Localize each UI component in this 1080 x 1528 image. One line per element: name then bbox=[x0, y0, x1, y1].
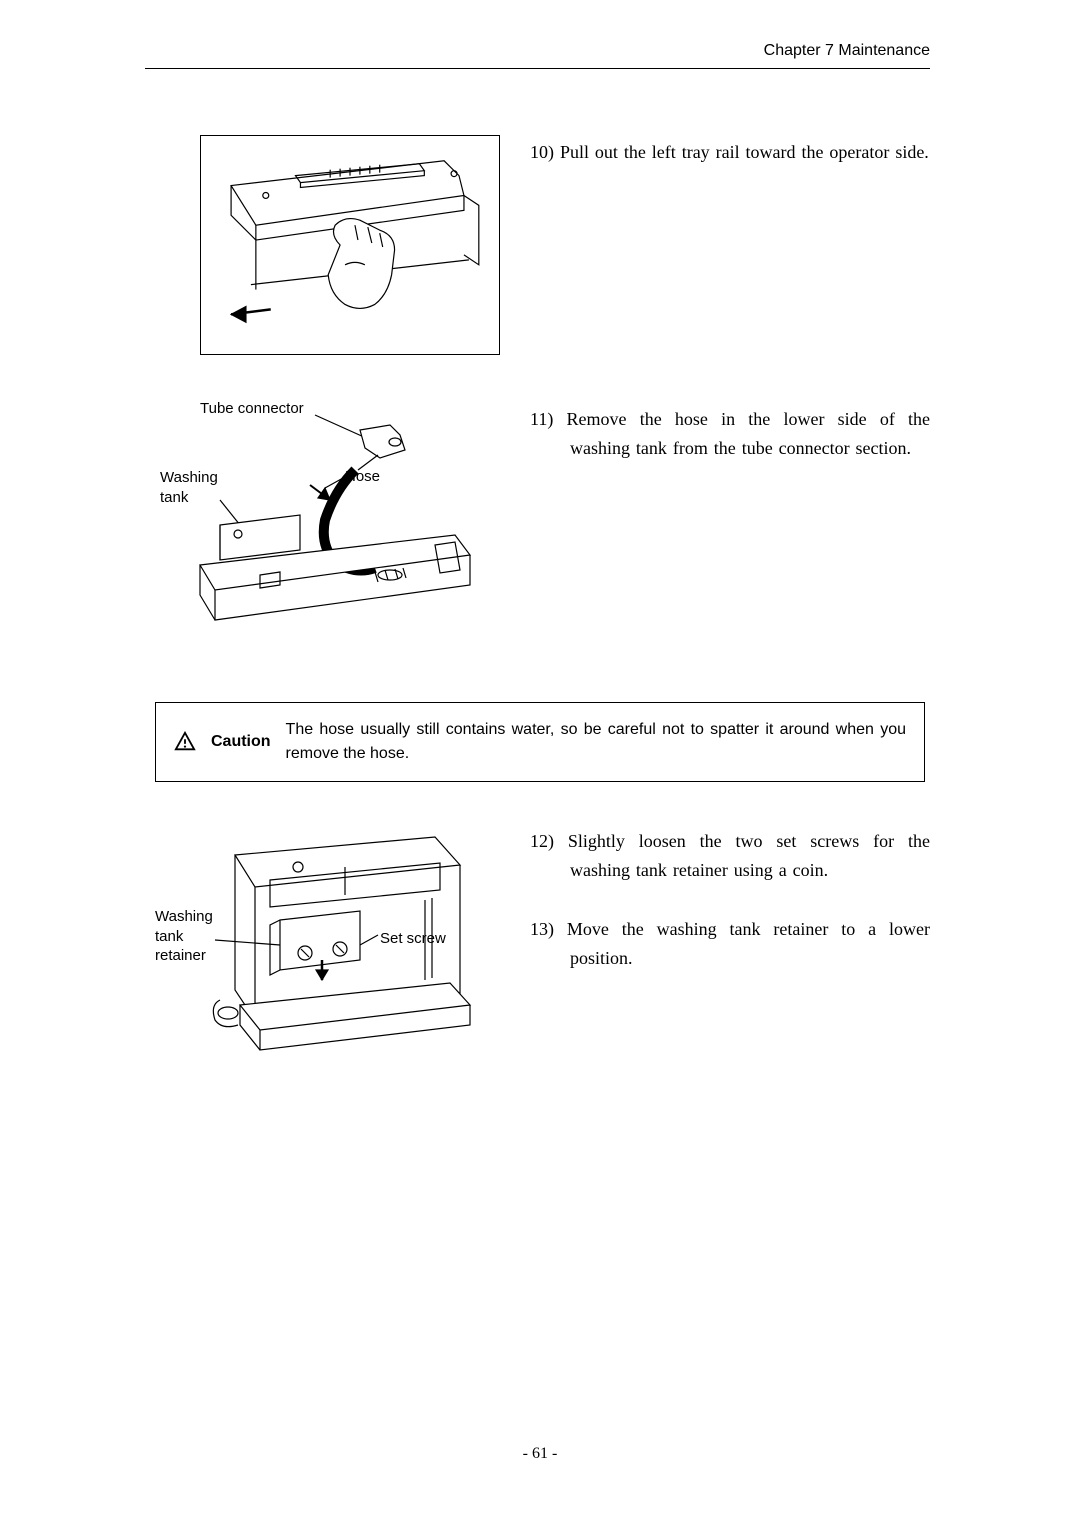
step-12-text: Slightly loosen the two set screws for t… bbox=[568, 831, 930, 880]
caution-label: Caution bbox=[211, 733, 271, 751]
figure-tray-rail bbox=[200, 135, 500, 355]
page-header: Chapter 7 Maintenance bbox=[764, 42, 930, 60]
caution-box: Caution The hose usually still contains … bbox=[155, 702, 925, 782]
retainer-illustration bbox=[210, 825, 500, 1105]
tray-rail-illustration bbox=[201, 136, 499, 354]
page-number: - 61 - bbox=[0, 1445, 1080, 1463]
hose-illustration bbox=[160, 400, 500, 660]
step-10-number: 10) bbox=[530, 142, 554, 162]
step-11: 11) Remove the hose in the lower side of… bbox=[530, 405, 930, 463]
step-10: 10) Pull out the left tray rail toward t… bbox=[530, 138, 930, 167]
figure-hose-removal: Tube connector Washingtank Hose bbox=[160, 400, 500, 660]
warning-icon bbox=[174, 731, 196, 753]
caution-text: The hose usually still contains water, s… bbox=[286, 718, 906, 766]
figure-retainer: Washingtankretainer Set screw bbox=[155, 825, 500, 1105]
step-13-number: 13) bbox=[530, 919, 554, 939]
step-12: 12) Slightly loosen the two set screws f… bbox=[530, 827, 930, 885]
step-11-number: 11) bbox=[530, 409, 553, 429]
step-12-number: 12) bbox=[530, 831, 554, 851]
step-13-text: Move the washing tank retainer to a lowe… bbox=[567, 919, 930, 968]
header-divider bbox=[145, 68, 930, 69]
label-washing-tank-retainer: Washingtankretainer bbox=[155, 907, 213, 966]
step-11-text: Remove the hose in the lower side of the… bbox=[567, 409, 930, 458]
step-13: 13) Move the washing tank retainer to a … bbox=[530, 915, 930, 973]
step-10-text: Pull out the left tray rail toward the o… bbox=[560, 142, 929, 162]
